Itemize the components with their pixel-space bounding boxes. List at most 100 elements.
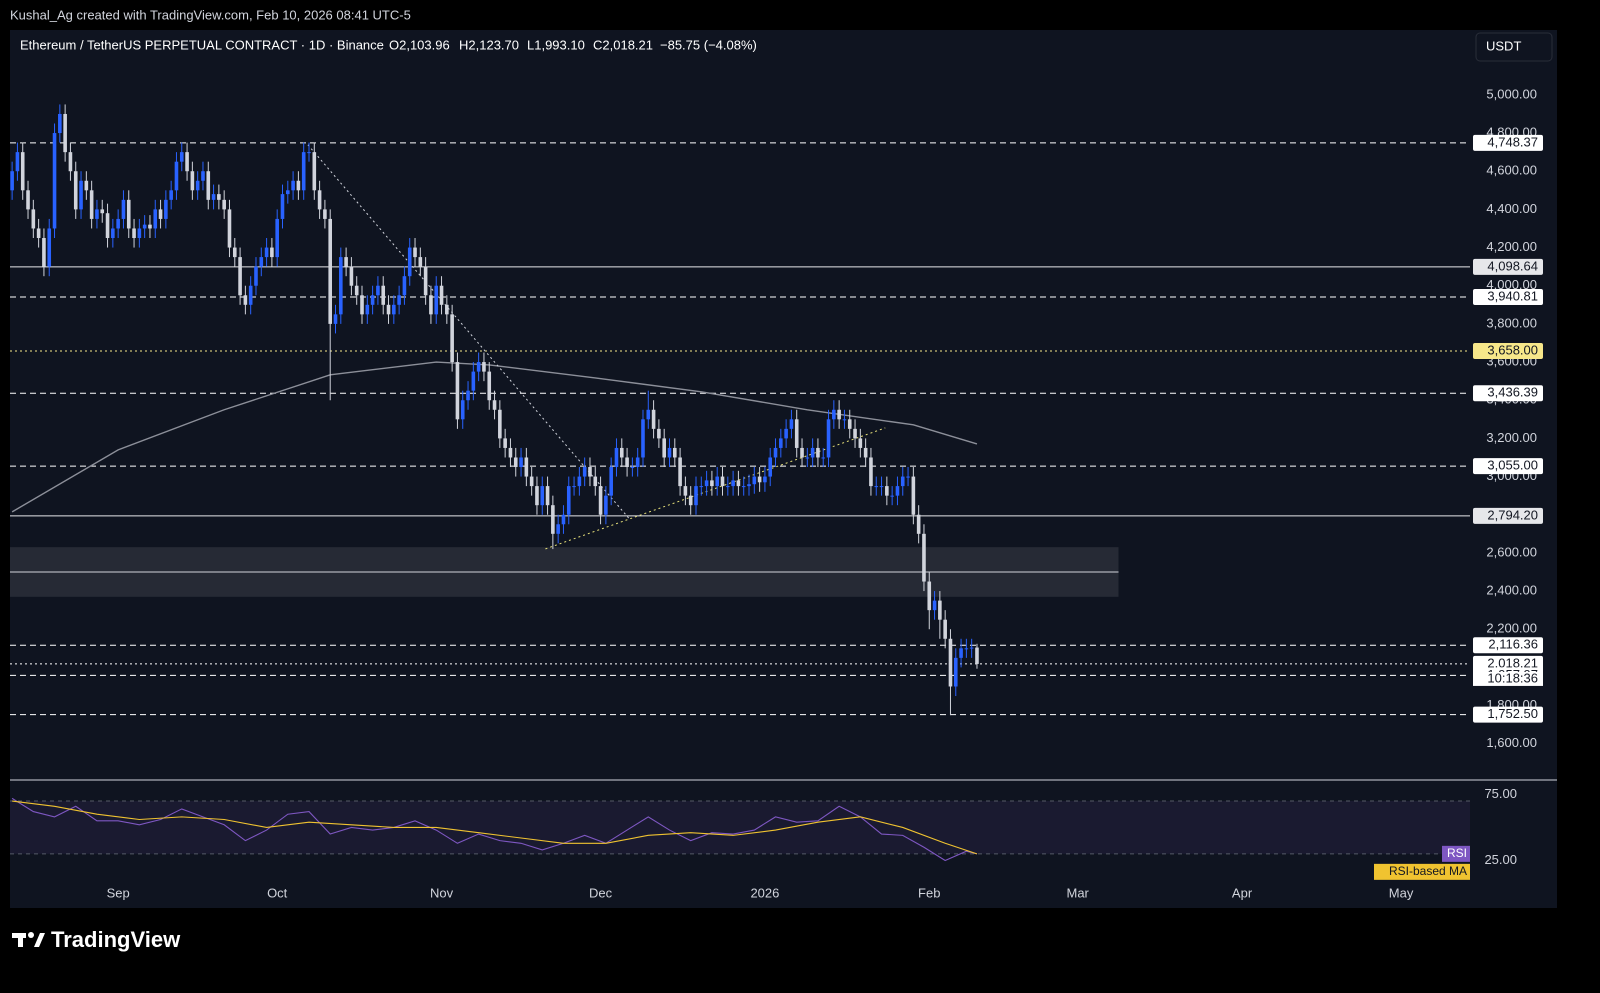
candle-body	[132, 228, 136, 239]
candle-body	[63, 113, 67, 153]
candle-body	[545, 486, 550, 506]
candle-body	[895, 486, 900, 496]
y-tick-label: 4,600.00	[1486, 163, 1537, 178]
candle-body	[683, 486, 688, 496]
candle-body	[741, 486, 746, 488]
candle-body	[847, 419, 852, 429]
candle-body	[837, 409, 841, 420]
candle-body	[185, 152, 189, 172]
candle-body	[116, 218, 120, 229]
candle-body	[275, 218, 279, 258]
candle-body	[604, 495, 608, 515]
ohlc-close: C2,018.21	[593, 37, 653, 52]
candle-body	[402, 276, 407, 296]
level-box	[1473, 458, 1543, 475]
candle-body	[354, 285, 359, 296]
footer-logo[interactable]: TradingView	[51, 927, 181, 952]
ohlc-open: O2,103.96	[389, 37, 450, 52]
countdown-box	[1473, 671, 1543, 686]
candle-body	[434, 285, 439, 315]
candle-body	[174, 161, 179, 191]
candle-body	[535, 486, 539, 506]
symbol-title: Ethereum / TetherUS PERPETUAL CONTRACT ·…	[20, 37, 384, 52]
candle-body	[211, 194, 216, 200]
rsi-tick-label: 75.00	[1484, 786, 1517, 801]
candle-body	[800, 447, 804, 458]
level-box	[1473, 637, 1543, 654]
level-box	[1473, 134, 1543, 151]
candle-body	[826, 419, 831, 458]
candle-body	[566, 486, 571, 515]
candle-body	[407, 247, 412, 277]
candle-body	[190, 171, 195, 191]
candle-body	[84, 180, 89, 191]
candle-body	[20, 152, 25, 191]
level-box	[1473, 342, 1543, 359]
level-label: 1,752.50	[1487, 706, 1538, 721]
candle-body	[938, 600, 942, 620]
candle-body	[243, 295, 248, 305]
candle-body	[630, 467, 635, 469]
currency[interactable]: USDT	[1486, 38, 1521, 53]
candle-body	[662, 438, 666, 458]
candle-body	[439, 285, 444, 305]
candle-body	[381, 285, 386, 305]
plot: 1,600.001,800.002,000.002,200.002,400.00…	[10, 86, 1543, 900]
candle-body	[158, 209, 163, 219]
x-tick-label: May	[1389, 885, 1414, 900]
candle-body	[609, 467, 613, 496]
candle-body	[471, 371, 476, 391]
candle-body	[392, 304, 396, 315]
y-tick-label: 4,200.00	[1486, 239, 1537, 254]
candle-body	[858, 438, 863, 448]
level-label: 3,055.00	[1487, 458, 1538, 473]
chart-panel	[10, 30, 1557, 908]
candle-body	[964, 648, 969, 650]
candle-body	[821, 457, 826, 459]
candle-body	[747, 484, 751, 487]
candle-body	[710, 480, 714, 487]
candle-body	[323, 209, 327, 219]
level-box	[1473, 289, 1543, 306]
candle-body	[111, 228, 115, 239]
level-label: 2,794.20	[1487, 507, 1538, 522]
candle-body	[763, 476, 767, 483]
credit: Kushal_Ag created with TradingView.com, …	[10, 7, 411, 22]
candle-body	[487, 371, 492, 401]
candle-body	[816, 447, 820, 458]
candle-body	[248, 285, 253, 305]
candle-body	[879, 486, 884, 488]
candle-body	[254, 266, 258, 286]
candle-body	[619, 447, 624, 458]
candle-body	[900, 476, 905, 487]
candle-body	[68, 152, 73, 172]
candle-body	[217, 194, 221, 200]
candle-body	[492, 400, 497, 410]
candle-body	[333, 314, 338, 324]
level-box	[1473, 507, 1543, 524]
candle-body	[148, 224, 152, 229]
candle-body	[524, 457, 529, 477]
candle-body	[582, 467, 587, 477]
x-tick-label: Oct	[267, 885, 288, 900]
candle-body	[280, 194, 285, 219]
candle-body	[397, 295, 401, 305]
candle-body	[460, 400, 465, 420]
candle-body	[678, 457, 682, 487]
candle-body	[916, 514, 921, 534]
candle-body	[137, 228, 142, 239]
candle-body	[73, 171, 78, 210]
candle-body	[503, 438, 507, 448]
y-tick-label: 3,200.00	[1486, 430, 1537, 445]
x-tick-label: Dec	[589, 885, 613, 900]
candle-body	[222, 199, 226, 210]
candle-body	[307, 152, 311, 154]
legend-badge	[1442, 845, 1470, 862]
y-tick-label: 3,800.00	[1486, 315, 1537, 330]
candle-body	[365, 304, 370, 315]
currency-button[interactable]	[1475, 32, 1553, 62]
candle-body	[651, 409, 656, 429]
level-label: 2,116.36	[1488, 637, 1538, 652]
candle-body	[42, 238, 46, 267]
candle-body	[285, 190, 290, 195]
